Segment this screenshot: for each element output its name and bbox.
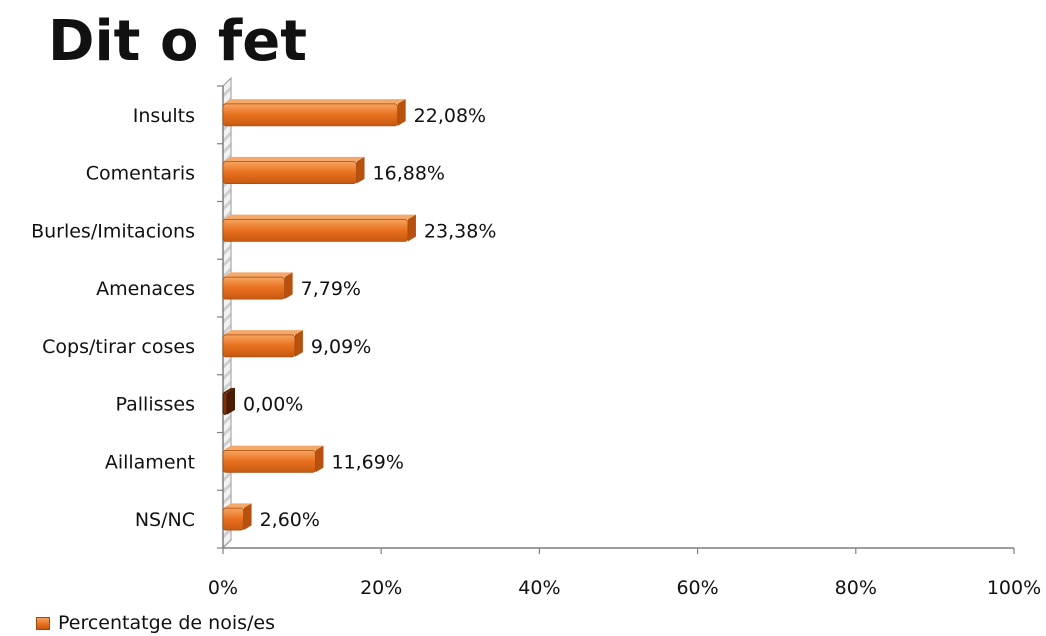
category-label: Insults: [133, 105, 195, 127]
bar-end-face: [315, 445, 324, 473]
data-label: 11,69%: [331, 451, 403, 473]
bar-top-face: [223, 445, 324, 451]
bar-top-face: [223, 387, 235, 393]
data-label: 22,08%: [414, 105, 486, 127]
legend-label: Percentatge de nois/es: [58, 612, 275, 634]
bar: [222, 218, 409, 242]
x-tick-label: 100%: [987, 577, 1041, 599]
bar-end-face: [356, 156, 365, 184]
x-tick-label: 40%: [518, 577, 560, 599]
chart-title: Dit o fet: [48, 9, 308, 74]
axis-wall: [222, 76, 232, 550]
bar-end-face: [294, 330, 303, 357]
bar-end-face: [397, 99, 406, 126]
bar-top-face: [223, 214, 416, 220]
category-label: Comentaris: [86, 163, 195, 185]
bar: [222, 276, 286, 300]
bar-top-face: [223, 503, 252, 509]
bar: [222, 334, 296, 358]
bar-top-face: [223, 156, 365, 162]
bar: [222, 161, 357, 185]
data-label: 16,88%: [373, 163, 445, 185]
bar-end-face: [227, 387, 235, 415]
data-label: 7,79%: [301, 278, 361, 300]
legend-swatch: [36, 616, 50, 630]
chart-legend: Percentatge de nois/es: [36, 612, 275, 634]
category-label: Burles/Imitacions: [31, 220, 195, 242]
data-label: 23,38%: [424, 220, 496, 242]
data-label: 0,00%: [243, 394, 303, 416]
bar-end-face: [284, 272, 293, 300]
category-label: NS/NC: [135, 509, 195, 531]
bar: [222, 103, 399, 127]
bar-end-face: [407, 214, 416, 242]
category-label: Amenaces: [96, 278, 195, 300]
bar-end-face: [243, 503, 252, 531]
x-tick-label: 60%: [676, 577, 718, 599]
bar-top-face: [223, 272, 293, 278]
x-tick-label: 20%: [360, 577, 402, 599]
x-tick-label: 0%: [208, 577, 238, 599]
x-tick-label: 80%: [835, 577, 877, 599]
bar-top-face: [223, 330, 303, 335]
category-label: Pallisses: [116, 394, 195, 416]
bar: [222, 449, 316, 473]
bar: [222, 392, 228, 416]
data-label: 2,60%: [260, 509, 320, 531]
bar: [222, 507, 244, 531]
bar-top-face: [223, 99, 406, 104]
data-label: 9,09%: [311, 336, 371, 358]
category-label: Cops/tirar coses: [42, 336, 195, 358]
category-label: Aillament: [105, 451, 195, 473]
